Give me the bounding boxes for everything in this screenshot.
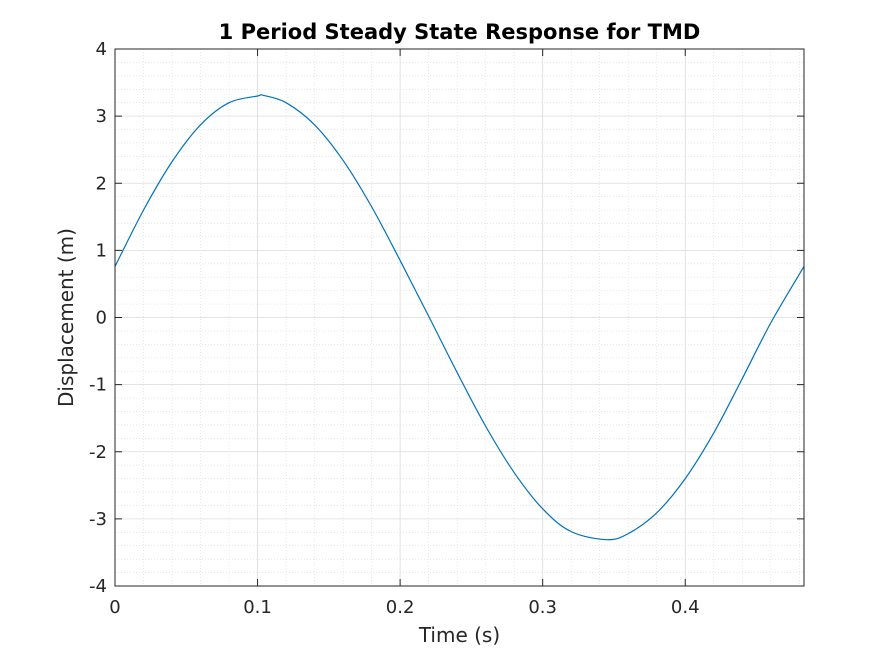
y-tick-label: -1 xyxy=(89,375,107,396)
x-tick-labels: 0 0.1 0.2 0.3 0.4 xyxy=(109,597,699,618)
y-tick-label: -2 xyxy=(89,442,107,463)
series-line-1 xyxy=(114,94,805,541)
x-tick-label: 0 xyxy=(109,597,120,618)
y-axis-label: Displacement (m) xyxy=(54,228,78,407)
x-tick-label: 0.1 xyxy=(243,597,272,618)
x-tick-label: 0.2 xyxy=(386,597,415,618)
chart-title: 1 Period Steady State Response for TMD xyxy=(219,20,701,44)
x-axis-label: Time (s) xyxy=(418,623,500,647)
y-tick-label: 4 xyxy=(96,39,107,60)
ticks xyxy=(114,48,804,587)
x-tick-label: 0.4 xyxy=(671,597,700,618)
y-tick-labels: -4 -3 -2 -1 0 1 2 3 4 xyxy=(89,39,107,597)
y-tick-label: -4 xyxy=(89,576,107,597)
x-tick-label: 0.3 xyxy=(528,597,557,618)
y-tick-label: 3 xyxy=(96,106,107,127)
y-tick-label: 0 xyxy=(96,308,107,329)
y-tick-label: 2 xyxy=(96,173,107,194)
series-layer xyxy=(114,94,805,541)
y-tick-label: 1 xyxy=(96,240,107,261)
y-tick-label: -3 xyxy=(89,509,107,530)
